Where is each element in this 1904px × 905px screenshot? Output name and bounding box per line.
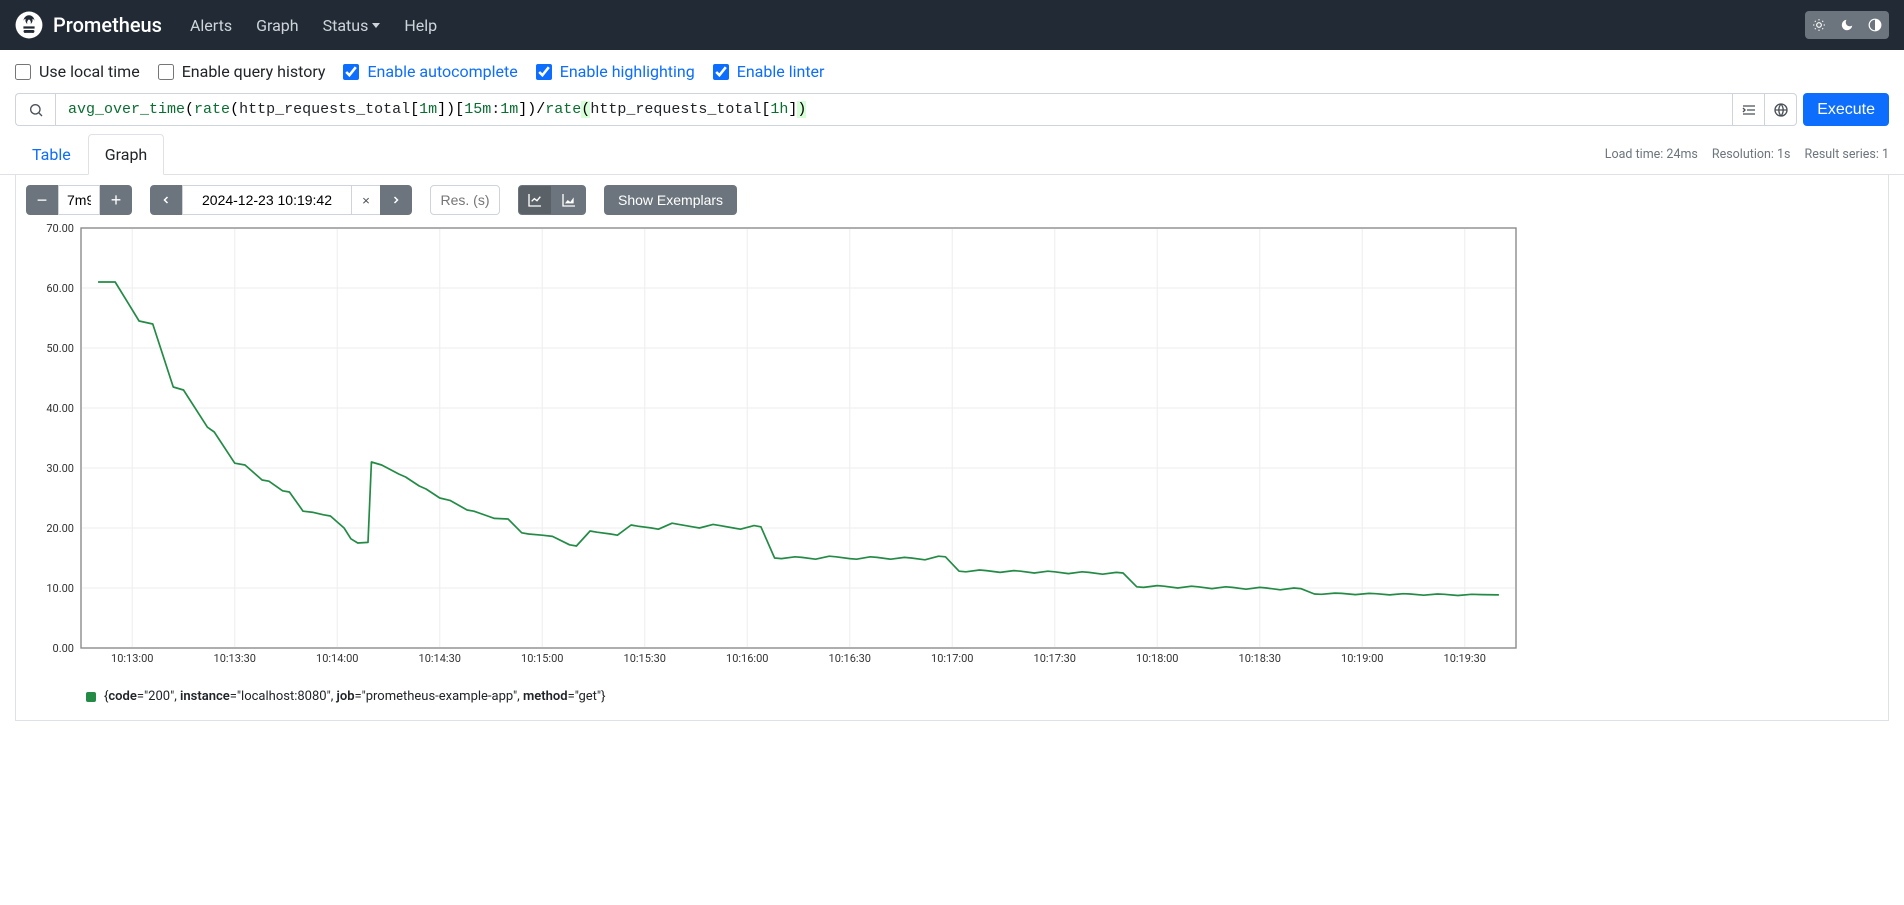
option-label: Enable highlighting	[560, 62, 695, 81]
chevron-down-icon	[372, 23, 380, 28]
chevron-left-icon	[160, 194, 172, 206]
sun-icon	[1812, 18, 1826, 32]
line-chart-icon	[527, 192, 543, 208]
query-input[interactable]: avg_over_time(rate(http_requests_total[1…	[55, 93, 1733, 126]
svg-text:10:14:00: 10:14:00	[316, 652, 358, 665]
option-label: Enable query history	[182, 62, 326, 81]
brand-text: Prometheus	[53, 13, 162, 37]
svg-text:70.00: 70.00	[46, 223, 74, 235]
nav-links: Alerts Graph Status Help	[178, 16, 1805, 35]
option-enable-autocomplete[interactable]: Enable autocomplete	[343, 62, 517, 81]
svg-text:50.00: 50.00	[46, 342, 74, 355]
options-row: Use local time Enable query history Enable…	[0, 50, 1904, 93]
option-label: Enable linter	[737, 62, 825, 81]
nav-graph[interactable]: Graph	[244, 16, 311, 35]
svg-text:30.00: 30.00	[46, 462, 74, 475]
tabs: Table Graph	[15, 134, 164, 174]
time-input[interactable]	[182, 185, 352, 215]
svg-text:40.00: 40.00	[46, 402, 74, 415]
resolution-group	[430, 185, 500, 215]
svg-text:10:17:00: 10:17:00	[931, 652, 973, 665]
contrast-icon	[1868, 18, 1882, 32]
theme-buttons	[1805, 11, 1889, 39]
brand[interactable]: Prometheus	[15, 11, 162, 39]
globe-icon	[1773, 102, 1789, 118]
query-globe-button[interactable]	[1765, 93, 1797, 126]
chart: 0.00 10.00 20.00 30.00 40.00 50.00 60.00 70.00 1…	[26, 223, 1878, 673]
chart-type-group	[518, 185, 586, 215]
tab-table[interactable]: Table	[15, 134, 88, 174]
svg-text:10.00: 10.00	[46, 582, 74, 595]
svg-text:10:16:00: 10:16:00	[726, 652, 768, 665]
option-label: Use local time	[39, 62, 140, 81]
moon-icon	[1840, 18, 1854, 32]
graph-controls: − + × Show Exemplars	[26, 185, 1878, 215]
svg-text:10:17:30: 10:17:30	[1034, 652, 1076, 665]
option-label: Enable autocomplete	[367, 62, 517, 81]
search-icon	[28, 102, 44, 118]
tab-graph[interactable]: Graph	[88, 134, 165, 175]
svg-text:10:18:30: 10:18:30	[1239, 652, 1281, 665]
svg-text:60.00: 60.00	[46, 282, 74, 295]
svg-text:10:15:00: 10:15:00	[521, 652, 563, 665]
graph-panel: − + × Show Exemplars 0.00 10.00 20.00 30.00…	[15, 175, 1889, 721]
option-checkbox[interactable]	[15, 64, 31, 80]
tabs-row: Table Graph Load time: 24ms Resolution: …	[0, 134, 1904, 175]
option-use-local-time[interactable]: Use local time	[15, 62, 140, 81]
search-icon-box	[15, 93, 55, 126]
svg-text:10:16:30: 10:16:30	[829, 652, 871, 665]
chart-svg: 0.00 10.00 20.00 30.00 40.00 50.00 60.00 70.00 1…	[26, 223, 1526, 673]
line-chart-button[interactable]	[518, 185, 552, 215]
stat-resolution: Resolution: 1s	[1712, 147, 1791, 162]
resolution-input[interactable]	[430, 185, 500, 215]
svg-text:10:15:30: 10:15:30	[624, 652, 666, 665]
execute-button[interactable]: Execute	[1803, 93, 1889, 126]
option-enable-highlighting[interactable]: Enable highlighting	[536, 62, 695, 81]
option-checkbox[interactable]	[158, 64, 174, 80]
svg-text:10:19:00: 10:19:00	[1341, 652, 1383, 665]
range-decrease-button[interactable]: −	[26, 185, 58, 215]
navbar: Prometheus Alerts Graph Status Help	[0, 0, 1904, 50]
svg-text:10:13:30: 10:13:30	[214, 652, 256, 665]
format-query-button[interactable]	[1733, 93, 1765, 126]
time-group: ×	[150, 185, 412, 215]
time-prev-button[interactable]	[150, 185, 182, 215]
query-row: avg_over_time(rate(http_requests_total[1…	[0, 93, 1904, 134]
svg-text:10:13:00: 10:13:00	[111, 652, 153, 665]
svg-text:10:14:30: 10:14:30	[419, 652, 461, 665]
option-checkbox[interactable]	[343, 64, 359, 80]
nav-help[interactable]: Help	[392, 16, 449, 35]
area-chart-icon	[561, 192, 577, 208]
option-checkbox[interactable]	[536, 64, 552, 80]
theme-light-button[interactable]	[1805, 11, 1833, 39]
nav-status[interactable]: Status	[311, 16, 393, 35]
option-enable-query-history[interactable]: Enable query history	[158, 62, 326, 81]
option-enable-linter[interactable]: Enable linter	[713, 62, 825, 81]
indent-icon	[1741, 102, 1757, 118]
svg-text:10:19:30: 10:19:30	[1444, 652, 1486, 665]
range-increase-button[interactable]: +	[100, 185, 132, 215]
prometheus-logo-icon	[15, 11, 43, 39]
theme-dark-button[interactable]	[1833, 11, 1861, 39]
stat-load-time: Load time: 24ms	[1605, 147, 1698, 162]
legend-swatch	[86, 692, 96, 702]
query-stats: Load time: 24ms Resolution: 1s Result se…	[1605, 147, 1889, 162]
chevron-right-icon	[390, 194, 402, 206]
legend-text: {code="200", instance="localhost:8080", …	[104, 689, 606, 704]
svg-text:10:18:00: 10:18:00	[1136, 652, 1178, 665]
nav-alerts[interactable]: Alerts	[178, 16, 244, 35]
theme-auto-button[interactable]	[1861, 11, 1889, 39]
time-next-button[interactable]	[380, 185, 412, 215]
svg-text:0.00: 0.00	[53, 642, 74, 655]
show-exemplars-button[interactable]: Show Exemplars	[604, 185, 737, 215]
time-clear-button[interactable]: ×	[352, 185, 380, 215]
range-input[interactable]	[58, 185, 100, 215]
range-group: − +	[26, 185, 132, 215]
option-checkbox[interactable]	[713, 64, 729, 80]
stacked-chart-button[interactable]	[552, 185, 586, 215]
legend[interactable]: {code="200", instance="localhost:8080", …	[26, 673, 1878, 710]
stat-series: Result series: 1	[1805, 147, 1890, 162]
svg-text:20.00: 20.00	[46, 522, 74, 535]
